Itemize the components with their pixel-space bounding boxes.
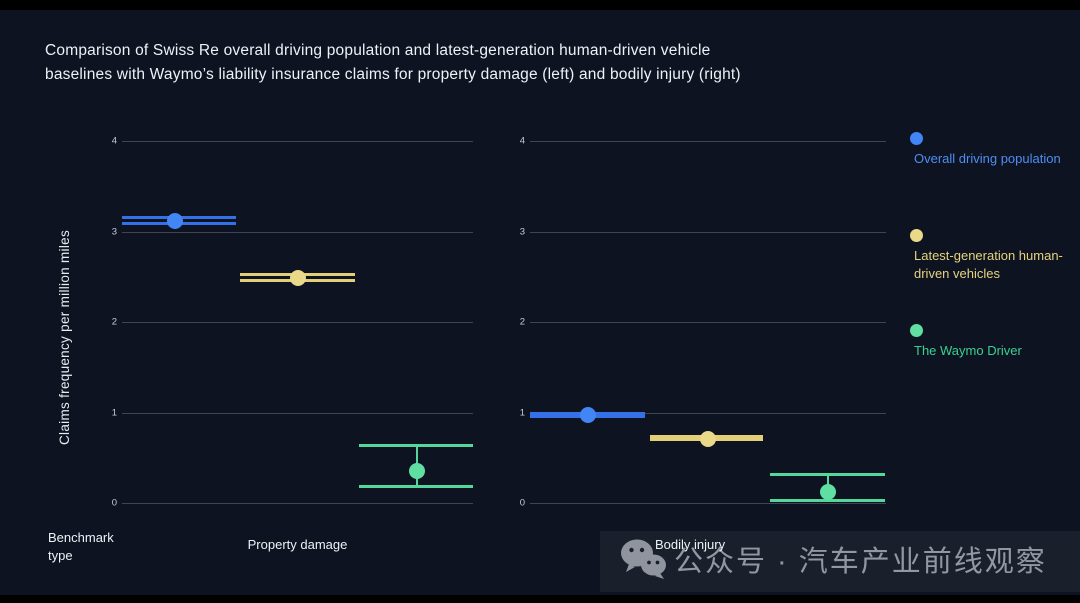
watermark-band — [600, 531, 1080, 592]
watermark-text: 公众号 · 汽车产业前线观察 — [674, 546, 1047, 578]
figure-title: Comparison of Swiss Re overall driving p… — [45, 42, 741, 83]
legend-dot-green — [910, 324, 923, 337]
data-point — [166, 212, 183, 229]
y-tick-label: 0 — [519, 497, 525, 509]
gridline — [530, 231, 886, 233]
error-bar-upper — [358, 444, 473, 448]
legend-label: Overall driving population — [914, 151, 1061, 166]
data-point — [820, 484, 837, 501]
gridline — [122, 503, 473, 504]
gridline — [122, 141, 473, 142]
y-tick-label: 1 — [111, 407, 117, 418]
data-point — [580, 407, 597, 424]
y-tick-label: 1 — [519, 407, 525, 418]
legend-dot-blue — [910, 132, 923, 145]
legend-item-overall-driving-population: Overall driving population — [910, 132, 1080, 168]
y-tick-label: 4 — [111, 135, 117, 147]
y-tick-label: 4 — [519, 135, 525, 147]
x-axis-title: Benchmark type — [48, 530, 114, 563]
gridline — [530, 503, 886, 504]
y-tick-label: 3 — [519, 226, 525, 237]
legend-label: The Waymo Driver — [914, 343, 1022, 358]
gridline — [530, 141, 886, 142]
wechat-icon — [621, 539, 666, 579]
gridline — [530, 322, 886, 323]
y-tick-label: 2 — [111, 316, 117, 328]
data-point — [700, 430, 716, 447]
gridline — [122, 231, 473, 233]
y-tick-label: 2 — [519, 316, 525, 328]
gridline — [122, 322, 473, 323]
y-axis-title: Claims frequency per million miles — [57, 229, 72, 445]
chart-figure: Comparison of Swiss Re overall driving p… — [0, 10, 1080, 595]
x-label-property-damage: Property damage — [247, 537, 348, 552]
data-point — [408, 463, 425, 480]
y-tick-label: 0 — [111, 497, 117, 509]
watermark: 公众号 · 汽车产业前线观察 — [620, 537, 1047, 581]
error-bar-lower — [358, 485, 473, 489]
error-bar-upper — [769, 473, 885, 477]
gridline — [122, 412, 473, 414]
gridline — [530, 412, 886, 414]
legend-item-waymo-driver: The Waymo Driver — [910, 324, 1080, 360]
data-point — [289, 269, 306, 286]
legend-label: Latest-generation human-driven vehicles — [914, 248, 1063, 281]
y-tick-label: 3 — [111, 226, 117, 237]
plot-bodily-injury: 0 1 2 3 4 — [520, 136, 886, 509]
legend-dot-yellow — [910, 229, 923, 242]
legend-item-latest-generation: Latest-generation human-driven vehicles — [910, 229, 1080, 282]
x-label-bodily-injury: Bodily injury — [655, 537, 726, 552]
error-bar-lower — [769, 498, 885, 502]
plot-property-damage: 0 1 2 3 4 — [112, 136, 473, 509]
